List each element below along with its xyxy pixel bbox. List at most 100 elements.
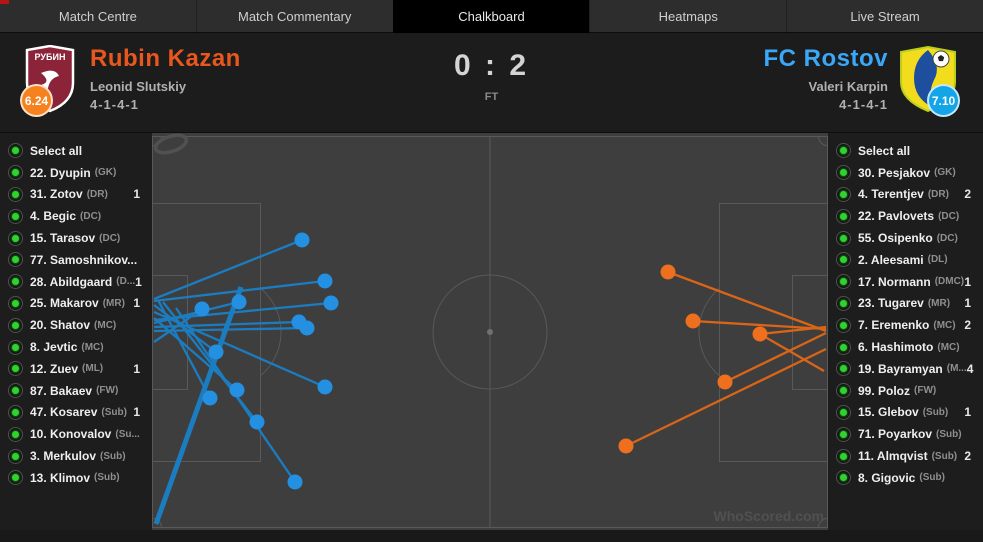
scoreboard-header: РУБИН 6.24 Rubin Kazan Leonid Slutskiy 4… bbox=[0, 33, 983, 133]
player-position: (FW) bbox=[914, 385, 937, 397]
home-player-row[interactable]: 47. Kosarev (Sub) 1 bbox=[0, 402, 152, 424]
player-toggle-radio[interactable] bbox=[8, 274, 23, 290]
home-player-row[interactable]: 3. Merkulov (Sub) bbox=[0, 445, 152, 467]
away-player-row[interactable]: 55. Osipenko (DC) bbox=[828, 227, 983, 249]
event-count: 1 bbox=[133, 187, 140, 202]
away-player-row[interactable]: 71. Poyarkov (Sub) bbox=[828, 423, 983, 445]
home-select-all[interactable]: Select all bbox=[0, 140, 152, 162]
tab-live-stream[interactable]: Live Stream bbox=[786, 0, 983, 33]
player-toggle-radio[interactable] bbox=[8, 186, 23, 202]
home-player-row[interactable]: 13. Klimov (Sub) bbox=[0, 467, 152, 489]
chalkboard-pitch[interactable]: WhoScored.com bbox=[152, 133, 828, 530]
away-player-row[interactable]: 30. Pesjakov (GK) bbox=[828, 162, 983, 184]
home-pass-line bbox=[153, 310, 326, 389]
player-toggle-radio[interactable] bbox=[836, 252, 851, 268]
home-pass-line bbox=[153, 238, 303, 301]
home-player-row[interactable]: 87. Bakaev (FW) bbox=[0, 380, 152, 402]
player-position: (D... bbox=[116, 276, 136, 288]
home-player-row[interactable]: 20. Shatov (MC) bbox=[0, 314, 152, 336]
player-toggle-radio[interactable] bbox=[836, 186, 851, 202]
player-toggle-radio[interactable] bbox=[8, 317, 23, 333]
away-player-row[interactable]: 23. Tugarev (MR) 1 bbox=[828, 293, 983, 315]
player-toggle-radio[interactable] bbox=[836, 448, 851, 464]
tab-chalkboard[interactable]: Chalkboard bbox=[392, 0, 590, 33]
event-count: 4 bbox=[966, 361, 974, 376]
player-toggle-radio[interactable] bbox=[836, 470, 851, 486]
away-player-row[interactable]: 11. Almqvist (Sub) 2 bbox=[828, 445, 983, 467]
away-pass-endpoint bbox=[618, 438, 634, 454]
away-player-row[interactable]: 99. Poloz (FW) bbox=[828, 380, 983, 402]
player-toggle-radio[interactable] bbox=[836, 317, 851, 333]
player-toggle-radio[interactable] bbox=[836, 361, 851, 377]
player-toggle-radio[interactable] bbox=[8, 404, 23, 420]
home-player-row[interactable]: 8. Jevtic (MC) bbox=[0, 336, 152, 358]
home-player-row[interactable]: 77. Samoshnikov... bbox=[0, 249, 152, 271]
away-team-name[interactable]: FC Rostov bbox=[763, 45, 888, 72]
player-toggle-radio[interactable] bbox=[8, 143, 23, 159]
player-name: 87. Bakaev bbox=[30, 383, 93, 398]
player-toggle-radio[interactable] bbox=[8, 230, 23, 246]
home-player-row[interactable]: 28. Abildgaard (D... 1 bbox=[0, 271, 152, 293]
player-name: 71. Poyarkov bbox=[858, 427, 933, 442]
player-toggle-radio[interactable] bbox=[836, 295, 851, 311]
player-toggle-radio[interactable] bbox=[836, 383, 851, 399]
player-toggle-radio[interactable] bbox=[8, 383, 23, 399]
player-name: 99. Poloz bbox=[858, 383, 911, 398]
home-pass-endpoint bbox=[202, 390, 218, 406]
home-player-row[interactable]: 4. Begic (DC) bbox=[0, 205, 152, 227]
player-toggle-radio[interactable] bbox=[836, 208, 851, 224]
player-toggle-radio[interactable] bbox=[8, 448, 23, 464]
player-toggle-radio[interactable] bbox=[836, 426, 851, 442]
player-name: 20. Shatov bbox=[30, 318, 91, 333]
event-count: 1 bbox=[964, 274, 971, 289]
player-toggle-radio[interactable] bbox=[8, 208, 23, 224]
player-position: (MC) bbox=[937, 341, 960, 353]
away-player-row[interactable]: 15. Glebov (Sub) 1 bbox=[828, 402, 983, 424]
away-select-all[interactable]: Select all bbox=[828, 140, 983, 162]
player-toggle-radio[interactable] bbox=[836, 404, 851, 420]
home-manager: Leonid Slutskiy bbox=[90, 79, 187, 94]
player-name: 77. Samoshnikov... bbox=[30, 252, 138, 267]
away-player-row[interactable]: 17. Normann (DMC) 1 bbox=[828, 271, 983, 293]
player-name: 17. Normann bbox=[858, 274, 931, 289]
tab-match-centre[interactable]: Match Centre bbox=[58, 9, 137, 24]
event-count: 2 bbox=[964, 449, 971, 464]
player-toggle-radio[interactable] bbox=[8, 426, 23, 442]
home-player-row[interactable]: 15. Tarasov (DC) bbox=[0, 227, 152, 249]
player-toggle-radio[interactable] bbox=[836, 143, 851, 159]
player-toggle-radio[interactable] bbox=[8, 165, 23, 181]
home-player-row[interactable]: 31. Zotov (DR) 1 bbox=[0, 184, 152, 206]
player-position: (DC) bbox=[936, 232, 958, 244]
player-toggle-radio[interactable] bbox=[8, 361, 23, 377]
away-player-row[interactable]: 6. Hashimoto (MC) bbox=[828, 336, 983, 358]
home-player-row[interactable]: 22. Dyupin (GK) bbox=[0, 162, 152, 184]
player-toggle-radio[interactable] bbox=[836, 274, 851, 290]
away-player-row[interactable]: 8. Gigovic (Sub) bbox=[828, 467, 983, 489]
home-pass-endpoint bbox=[317, 379, 333, 395]
home-pass-endpoint bbox=[323, 295, 339, 311]
away-player-row[interactable]: 22. Pavlovets (DC) bbox=[828, 205, 983, 227]
player-toggle-radio[interactable] bbox=[8, 470, 23, 486]
player-toggle-radio[interactable] bbox=[836, 339, 851, 355]
tab-heatmaps[interactable]: Heatmaps bbox=[589, 0, 786, 33]
home-player-row[interactable]: 25. Makarov (MR) 1 bbox=[0, 293, 152, 315]
player-position: (GK) bbox=[94, 167, 117, 179]
player-position: (MC) bbox=[933, 319, 956, 331]
player-position: (MR) bbox=[927, 297, 951, 309]
player-toggle-radio[interactable] bbox=[8, 252, 23, 268]
player-toggle-radio[interactable] bbox=[8, 295, 23, 311]
home-player-row[interactable]: 10. Konovalov (Su... bbox=[0, 423, 152, 445]
home-player-row[interactable]: 12. Zuev (ML) 1 bbox=[0, 358, 152, 380]
away-player-row[interactable]: 4. Terentjev (DR) 2 bbox=[828, 184, 983, 206]
home-pass-endpoint bbox=[287, 474, 303, 490]
away-player-row[interactable]: 7. Eremenko (MC) 2 bbox=[828, 314, 983, 336]
player-toggle-radio[interactable] bbox=[836, 165, 851, 181]
away-player-row[interactable]: 2. Aleesami (DL) bbox=[828, 249, 983, 271]
player-toggle-radio[interactable] bbox=[8, 339, 23, 355]
player-toggle-radio[interactable] bbox=[836, 230, 851, 246]
home-team-name[interactable]: Rubin Kazan bbox=[90, 45, 241, 72]
away-player-row[interactable]: 19. Bayramyan (M... 4 bbox=[828, 358, 983, 380]
tab-match-commentary[interactable]: Match Commentary bbox=[195, 0, 393, 33]
player-name: 7. Eremenko bbox=[858, 318, 930, 333]
